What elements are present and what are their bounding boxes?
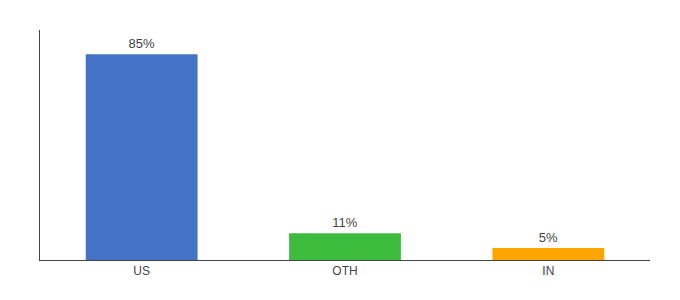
svg-text:OTH: OTH <box>332 264 357 278</box>
svg-text:85%: 85% <box>128 36 154 51</box>
svg-text:5%: 5% <box>539 230 558 245</box>
svg-text:US: US <box>133 264 150 278</box>
svg-text:11%: 11% <box>332 215 357 230</box>
svg-text:IN: IN <box>542 264 554 278</box>
